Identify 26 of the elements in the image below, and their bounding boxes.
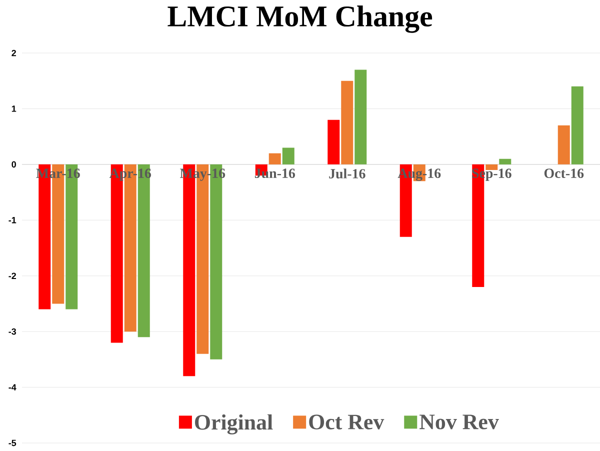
x-tick-label: Oct-16: [544, 168, 584, 178]
bar: [571, 86, 584, 164]
y-tick-label: -3: [8, 328, 16, 335]
x-tick-label: Mar-16: [36, 168, 80, 178]
bar: [268, 153, 281, 164]
x-tick-label: Aug-16: [398, 168, 441, 181]
y-tick-label: 1: [12, 106, 16, 112]
y-tick-label: -2: [8, 272, 16, 279]
legend-label: Original: [195, 414, 273, 434]
x-tick-label: Apr-16: [109, 168, 152, 181]
bar: [328, 120, 340, 164]
bar: [558, 125, 570, 164]
bar: [354, 70, 367, 164]
bar: [282, 148, 294, 164]
y-tick-label: 2: [12, 50, 16, 56]
bar: [341, 80, 354, 164]
y-tick-label: -1: [8, 217, 16, 224]
y-tick-label: -5: [8, 440, 16, 446]
legend-label: Nov Rev: [420, 414, 499, 430]
x-tick-label: Jul-16: [329, 168, 366, 178]
y-tick-label: 0: [12, 161, 16, 168]
chart-title: LMCI MoM Change: [168, 6, 432, 33]
legend-label: Oct Rev: [309, 414, 384, 430]
x-tick-label: May-16: [180, 168, 226, 181]
bar: [499, 158, 512, 164]
y-tick-label: -4: [8, 384, 16, 390]
